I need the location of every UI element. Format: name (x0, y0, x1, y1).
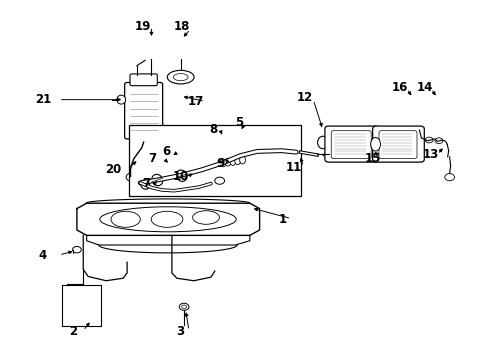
Text: 2: 2 (70, 325, 77, 338)
Circle shape (445, 174, 455, 181)
Text: 21: 21 (35, 93, 51, 106)
Ellipse shape (117, 95, 125, 104)
Ellipse shape (151, 211, 183, 227)
Ellipse shape (130, 158, 140, 163)
Ellipse shape (235, 157, 241, 165)
FancyBboxPatch shape (124, 82, 163, 139)
Text: 16: 16 (392, 81, 408, 94)
Text: 10: 10 (172, 170, 189, 183)
Text: 18: 18 (173, 20, 190, 33)
Text: 3: 3 (176, 325, 185, 338)
Circle shape (182, 305, 187, 309)
Text: 4: 4 (39, 249, 47, 262)
Circle shape (425, 137, 433, 143)
Circle shape (435, 138, 443, 144)
Text: 19: 19 (134, 20, 151, 33)
Ellipse shape (130, 149, 140, 154)
Text: 7: 7 (143, 177, 150, 190)
Ellipse shape (318, 136, 328, 149)
Text: 11: 11 (286, 161, 302, 174)
Ellipse shape (176, 170, 187, 181)
Ellipse shape (230, 157, 236, 165)
Text: 1: 1 (279, 213, 287, 226)
Text: 9: 9 (217, 157, 225, 170)
Ellipse shape (100, 207, 236, 232)
FancyBboxPatch shape (379, 131, 417, 158)
Circle shape (215, 177, 224, 184)
Ellipse shape (167, 70, 194, 84)
FancyBboxPatch shape (373, 126, 424, 162)
Text: 17: 17 (188, 95, 204, 108)
Text: 12: 12 (296, 91, 313, 104)
Ellipse shape (220, 159, 226, 167)
Ellipse shape (141, 180, 149, 189)
Text: 15: 15 (365, 152, 381, 165)
Ellipse shape (152, 174, 163, 186)
Bar (129, 125, 300, 196)
Text: 20: 20 (105, 163, 122, 176)
Ellipse shape (371, 138, 380, 151)
Text: 7: 7 (148, 152, 156, 165)
Text: 6: 6 (162, 145, 170, 158)
Ellipse shape (193, 211, 220, 224)
Circle shape (126, 173, 138, 181)
Circle shape (73, 247, 81, 253)
Circle shape (138, 134, 149, 142)
Ellipse shape (240, 156, 245, 164)
Text: 5: 5 (235, 116, 243, 129)
Ellipse shape (111, 211, 140, 227)
FancyBboxPatch shape (130, 74, 157, 86)
Bar (62, 285, 101, 326)
Ellipse shape (173, 73, 188, 81)
Circle shape (179, 303, 189, 310)
Text: 8: 8 (209, 123, 218, 136)
FancyBboxPatch shape (325, 126, 379, 162)
Text: 13: 13 (423, 148, 439, 162)
Text: 14: 14 (417, 81, 434, 94)
Ellipse shape (225, 158, 231, 166)
FancyBboxPatch shape (331, 131, 371, 158)
